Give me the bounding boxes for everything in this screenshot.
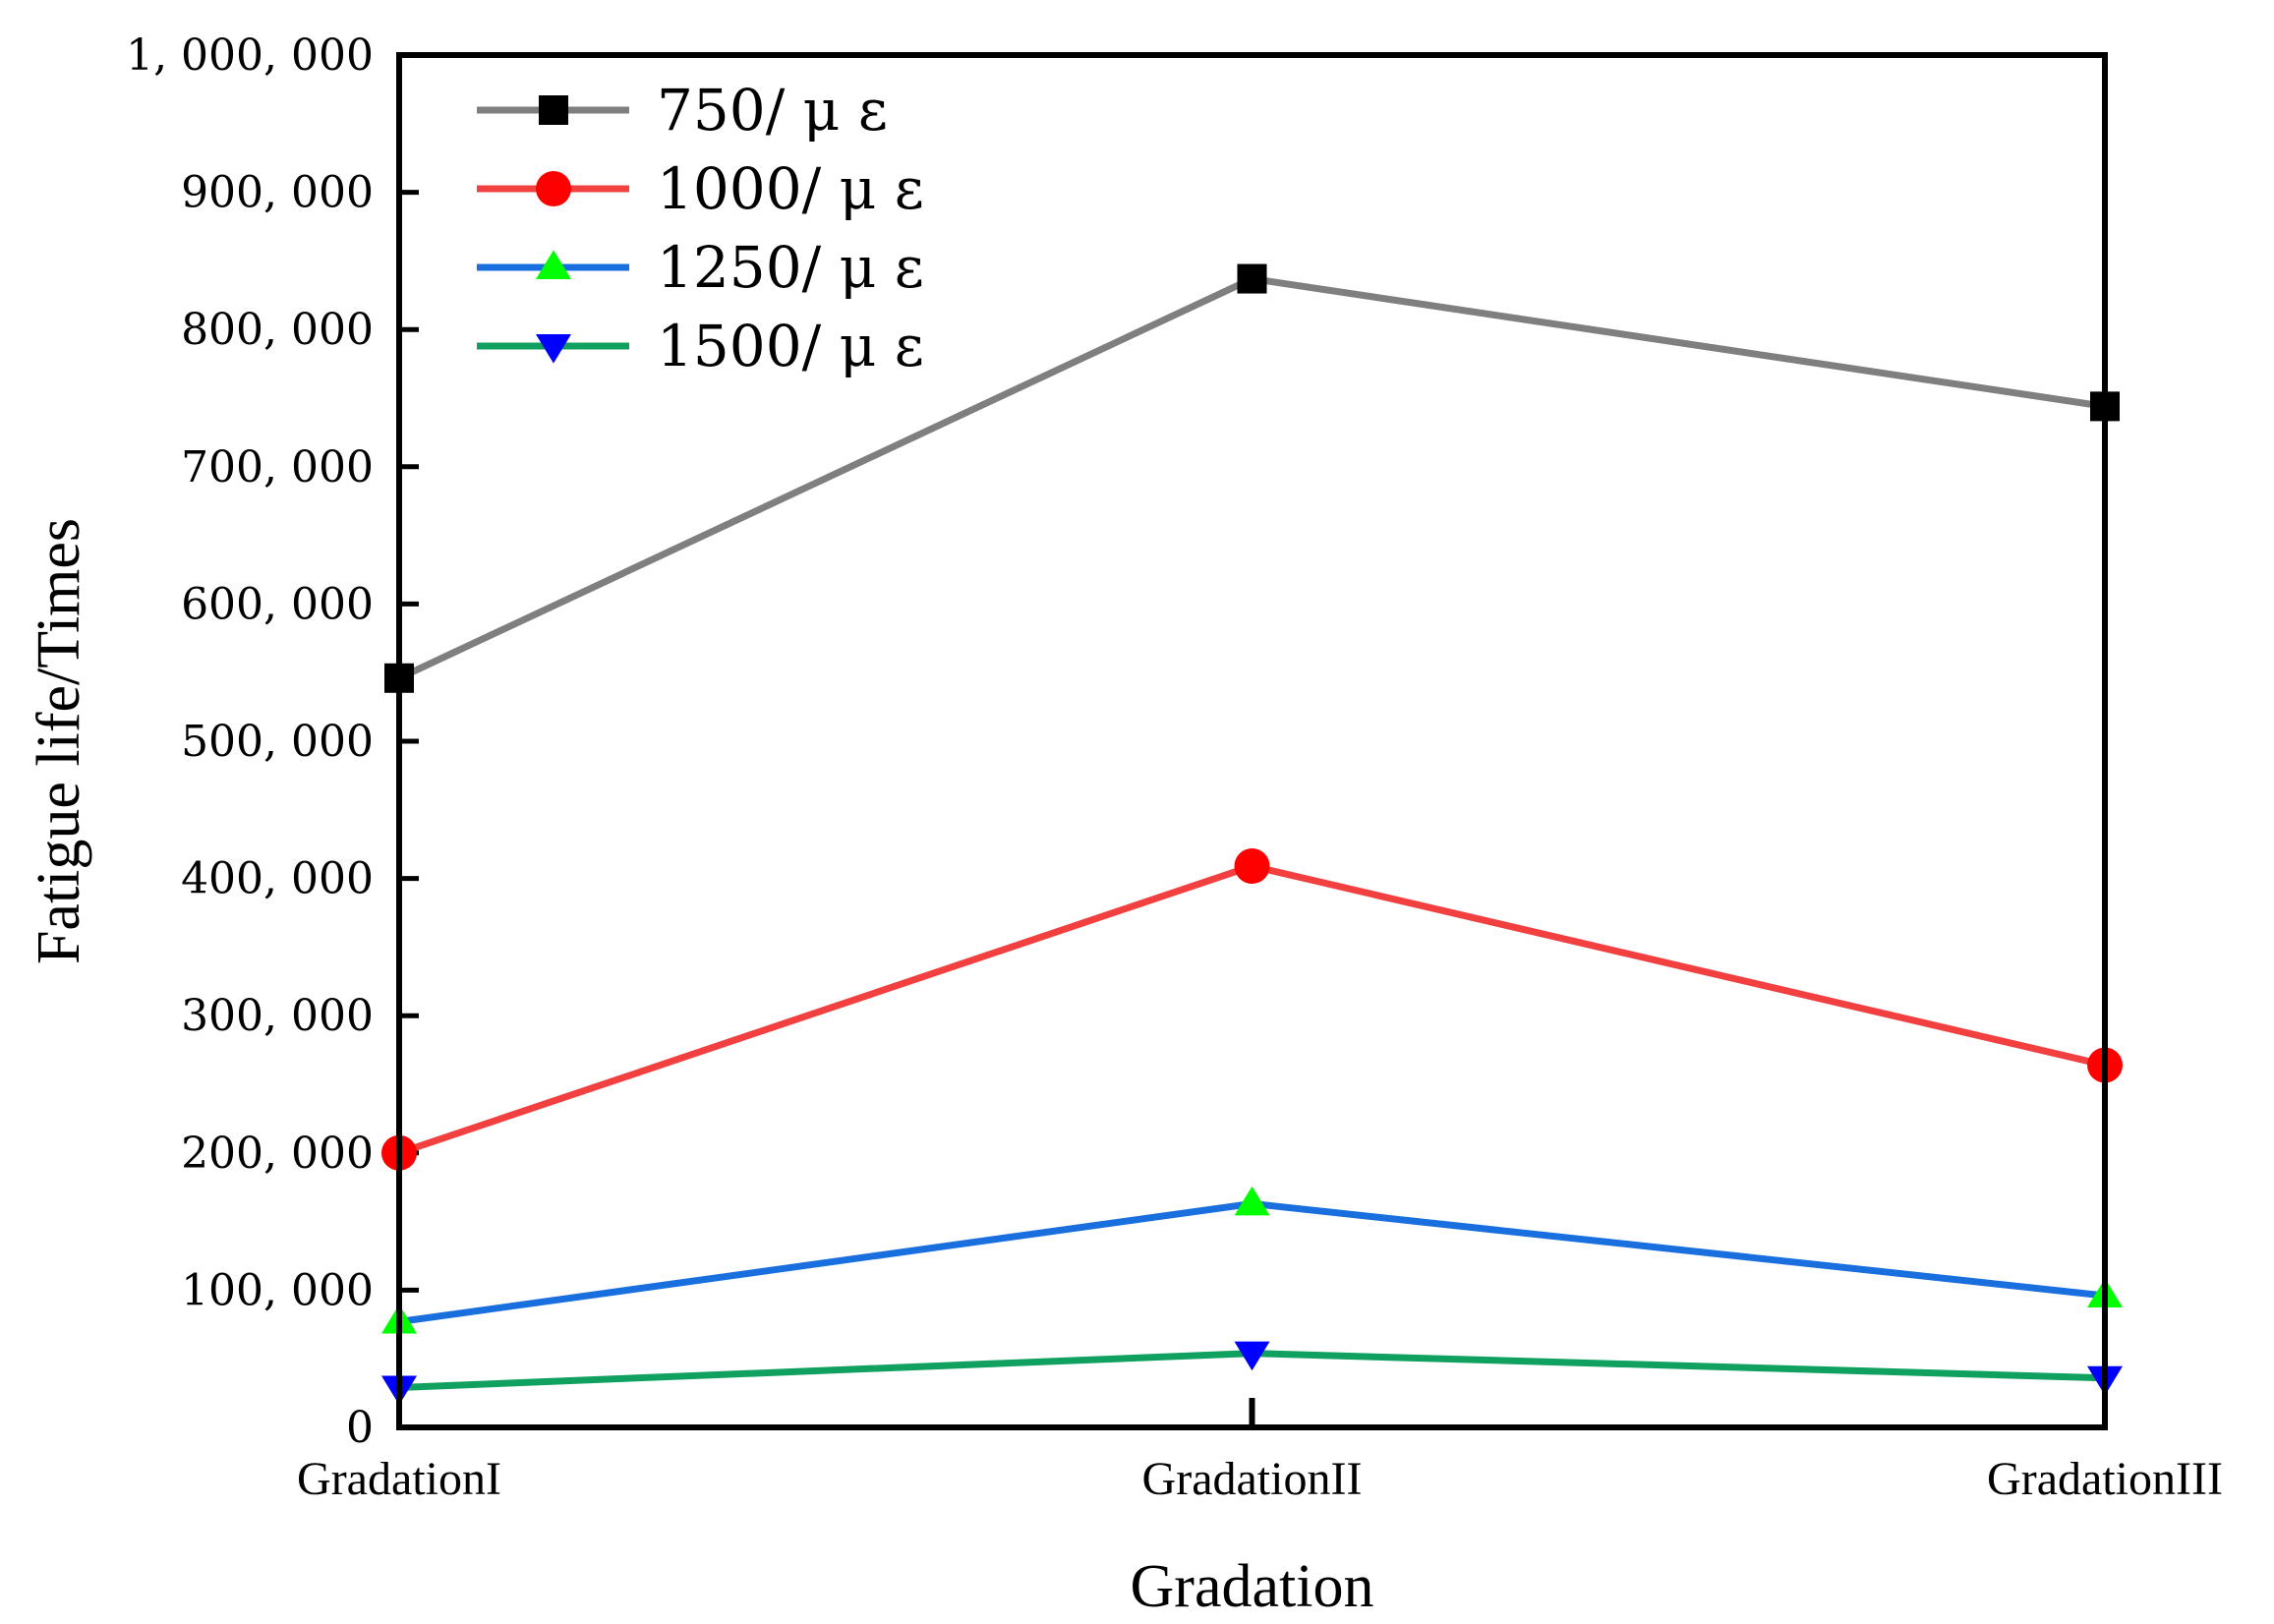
series-layer — [381, 263, 2123, 1406]
legend-item: 1250/ μ ε — [477, 234, 924, 301]
y-tick-label: 1, 000, 000 — [126, 30, 374, 81]
x-tick-label: GradationIII — [1987, 1453, 2223, 1505]
data-point-triangle-down — [536, 334, 571, 364]
data-point-triangle-up — [1234, 1186, 1270, 1216]
y-tick-label: 0 — [346, 1403, 374, 1453]
data-point-square — [1237, 263, 1267, 294]
legend-item: 750/ μ ε — [477, 77, 888, 144]
axis-ticks: 0 100, 000 200, 000 300, 000 400, 000 500, 00… — [126, 30, 2223, 1505]
legend-label: 1000/ μ ε — [657, 155, 924, 222]
y-tick-label: 500, 000 — [181, 717, 374, 767]
series — [381, 1186, 2123, 1334]
y-tick-label: 100, 000 — [181, 1265, 374, 1315]
y-tick-label: 700, 000 — [181, 442, 374, 493]
series-line — [398, 1199, 2106, 1325]
y-axis-title: Fatigue life/Times — [26, 518, 92, 964]
data-point-square — [539, 95, 568, 125]
legend: 750/ μ ε 1000/ μ ε 1250/ μ ε 1500/ μ ε — [477, 77, 924, 379]
legend-label: 750/ μ ε — [657, 77, 888, 144]
series-line — [397, 862, 2106, 1157]
series — [381, 1341, 2123, 1406]
data-point-circle — [536, 171, 571, 206]
legend-label: 1250/ μ ε — [657, 234, 924, 301]
y-tick-label: 300, 000 — [181, 991, 374, 1041]
y-tick-label: 200, 000 — [181, 1129, 374, 1179]
series-line — [397, 275, 2106, 681]
y-tick-label: 800, 000 — [181, 305, 374, 355]
plot-frame — [396, 52, 2108, 1430]
legend-item: 1500/ μ ε — [477, 313, 924, 379]
legend-label: 1500/ μ ε — [657, 313, 924, 379]
y-tick-label: 900, 000 — [181, 168, 374, 218]
data-point-triangle-up — [536, 250, 571, 279]
series — [381, 848, 2123, 1171]
x-axis-title: Gradation — [1131, 1553, 1374, 1620]
series — [384, 263, 2120, 693]
y-tick-label: 400, 000 — [181, 854, 374, 904]
y-tick-label: 600, 000 — [181, 579, 374, 629]
data-point-triangle-down — [1234, 1341, 1270, 1371]
x-tick-label: GradationI — [297, 1453, 501, 1505]
data-point-circle — [1234, 848, 1270, 885]
x-tick-label: GradationII — [1142, 1453, 1363, 1505]
legend-item: 1000/ μ ε — [477, 155, 924, 222]
